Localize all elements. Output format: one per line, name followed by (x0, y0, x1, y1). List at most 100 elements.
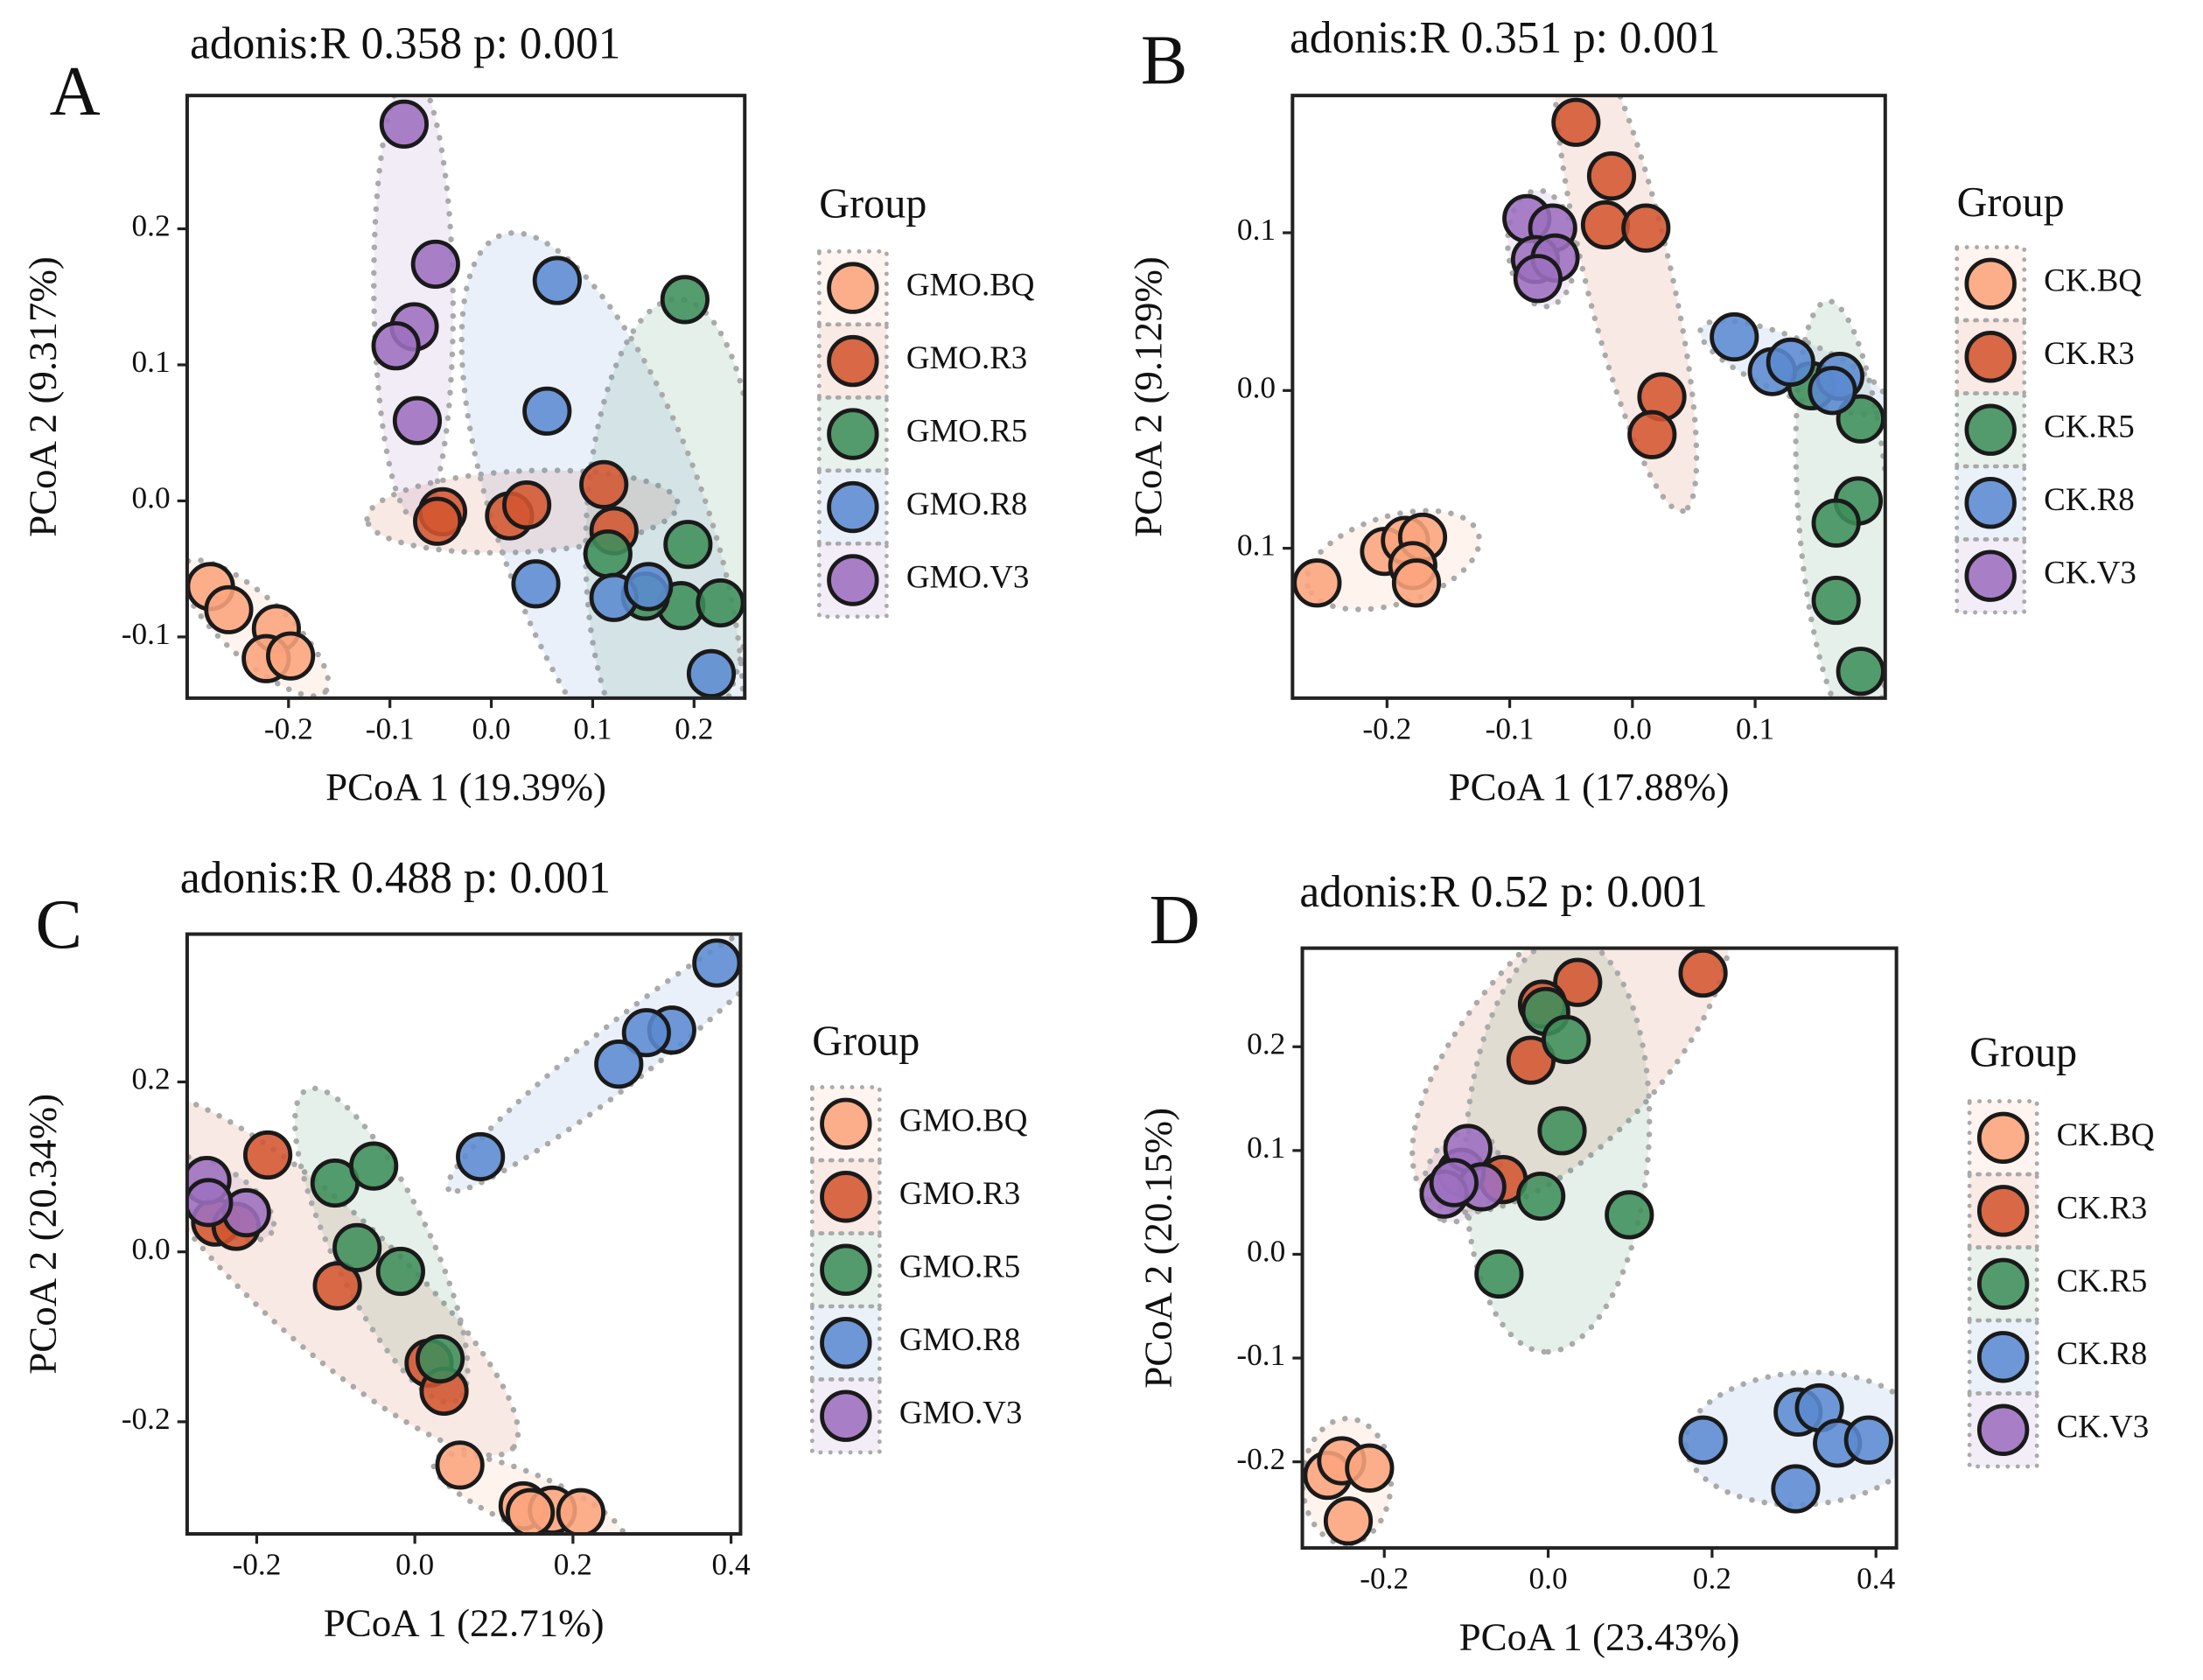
data-point (349, 1141, 399, 1191)
legend-swatch (827, 408, 879, 460)
y-tick-label: 0.1 (132, 345, 171, 379)
legend-label: CK.BQ (2057, 1116, 2155, 1152)
data-point (696, 578, 745, 628)
y-axis-label: PCoA 2 (9.129%) (1126, 256, 1170, 537)
data-point (1811, 575, 1861, 626)
chart-title: adonis:R 0.358 p: 0.001 (190, 18, 620, 68)
legend-swatch (1976, 1185, 2030, 1237)
chart-title: adonis:R 0.488 p: 0.001 (180, 853, 611, 903)
legend-label: CK.R5 (2057, 1263, 2148, 1298)
x-tick-label: 0.1 (573, 711, 612, 746)
legend-title: Group (812, 1018, 920, 1064)
legend-label: CK.R3 (2044, 335, 2135, 371)
data-point (1323, 1496, 1374, 1546)
y-tick-label: 0.1 (1237, 213, 1276, 247)
data-point (415, 1334, 465, 1384)
legend-label: GMO.V3 (906, 558, 1029, 594)
legend-title: Group (1957, 179, 2065, 226)
y-tick-label: -0.1 (1236, 1338, 1285, 1372)
legend-label: CK.R8 (2044, 481, 2135, 517)
data-point (663, 520, 713, 570)
data-point (456, 1131, 506, 1182)
legend-swatch (820, 1097, 872, 1150)
legend-swatch (820, 1390, 872, 1442)
legend-swatch (820, 1171, 872, 1223)
points (186, 938, 741, 1535)
data-point (1771, 1464, 1821, 1514)
plot-frame (1300, 946, 1899, 1550)
data-point (583, 528, 633, 579)
x-tick-label: 0.0 (1528, 1562, 1567, 1596)
panel-label: A (50, 52, 101, 130)
data-point (413, 496, 463, 546)
data-point (375, 1246, 425, 1297)
legend-label: GMO.R3 (899, 1175, 1020, 1211)
data-point (660, 275, 710, 325)
legend-swatch (820, 1317, 872, 1369)
data-point (1429, 1158, 1479, 1208)
x-tick-label: 0.0 (1613, 711, 1652, 746)
data-point (1542, 1014, 1591, 1065)
data-point (371, 321, 421, 371)
y-axis-label: PCoA 2 (20.34%) (21, 1094, 65, 1375)
x-tick-label: 0.1 (1736, 711, 1774, 746)
data-point (332, 1222, 382, 1272)
data-point (1292, 558, 1342, 608)
legend-label: GMO.R3 (906, 340, 1027, 375)
legend-label: CK.V3 (2057, 1409, 2150, 1445)
data-point (1553, 957, 1603, 1007)
legend-swatch (1964, 257, 2017, 310)
data-point (1808, 366, 1857, 416)
y-tick-label: 0.0 (1247, 1235, 1285, 1269)
plot-frame (185, 932, 743, 1536)
x-tick-label: 0.4 (1857, 1562, 1895, 1596)
chart-title: adonis:R 0.52 p: 0.001 (1299, 867, 1708, 917)
y-tick-label: -0.2 (122, 1402, 171, 1436)
panel-label: D (1150, 881, 1200, 959)
x-tick-label: 0.4 (712, 1548, 751, 1582)
data-point (392, 396, 443, 445)
data-point (1513, 254, 1563, 304)
data-point (1766, 337, 1815, 387)
legend-swatch (1976, 1331, 2030, 1383)
legend-swatch (827, 480, 879, 534)
data-point (379, 99, 429, 149)
points (1292, 97, 1885, 696)
y-tick-label: 0.0 (132, 1232, 171, 1266)
y-axis-label: PCoA 2 (20.15%) (1136, 1108, 1179, 1389)
x-tick-label: 0.2 (1693, 1562, 1731, 1596)
data-point (1586, 151, 1637, 201)
data-point (502, 480, 552, 530)
data-point (621, 1008, 671, 1058)
y-tick-label: 0.2 (132, 209, 171, 243)
data-point (1605, 1190, 1654, 1240)
data-point (204, 584, 254, 634)
legend-swatch (827, 334, 879, 388)
data-point (579, 459, 629, 509)
legend-swatch (1976, 1111, 2030, 1165)
x-tick-label: -0.2 (264, 711, 313, 746)
legend-swatch (1964, 477, 2017, 529)
data-point (505, 1488, 556, 1535)
data-point (186, 1178, 234, 1228)
x-tick-label: -0.2 (232, 1548, 281, 1582)
legend-label: GMO.R8 (906, 486, 1027, 522)
legend-swatch (1964, 550, 2017, 602)
legend-label: GMO.R8 (899, 1321, 1020, 1357)
data-point (624, 562, 674, 612)
plot-frame (185, 94, 747, 700)
legend-swatch (1964, 403, 2017, 456)
data-point (1627, 410, 1677, 459)
data-point (242, 1130, 293, 1180)
y-tick-label: 0.0 (132, 481, 171, 515)
y-tick-label: 0.2 (132, 1062, 171, 1096)
panel-label: B (1141, 21, 1188, 99)
legend-swatch (827, 554, 879, 606)
legend-label: CK.R3 (2057, 1189, 2148, 1225)
data-point (1836, 647, 1885, 696)
